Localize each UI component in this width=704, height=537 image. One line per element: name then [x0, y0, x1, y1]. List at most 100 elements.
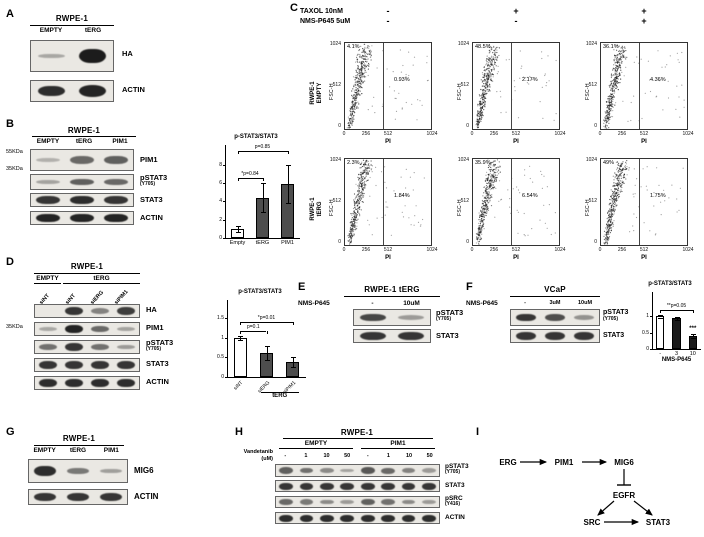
- x-axis-line: [225, 238, 300, 239]
- flow-cell: FSC-H 49% 1.75% PI 1024 512 0 0 256 512 1024: [582, 156, 702, 266]
- x-axis-tick: 0: [342, 247, 346, 253]
- pstat3-ratio-chart: p-STAT3/STAT3 0 0.5 1 - 3 10 *** **p=0.05 NMS-P64…: [636, 281, 704, 365]
- y-tick-mark: [223, 238, 225, 239]
- y-tick-mark: [225, 357, 227, 359]
- band: [545, 332, 565, 340]
- band: [117, 378, 135, 388]
- band: [421, 468, 436, 473]
- gate-left-percentage: 2.3%: [347, 160, 360, 166]
- dose-label: -: [524, 300, 526, 306]
- band: [104, 196, 128, 204]
- dose-labels: - 3uM 10uM: [510, 300, 600, 306]
- y-axis-tick: 1024: [457, 41, 469, 47]
- y-tick-mark: [223, 164, 225, 166]
- band: [70, 195, 94, 205]
- panel-d: D RWPE-1 EMPTY tERG siNT siNT siERG siPI…: [6, 256, 312, 406]
- flow-scatter-plot: 2.3% 1.84%: [344, 158, 432, 246]
- error-cap: [235, 226, 241, 228]
- gate-line: [510, 43, 512, 129]
- gate-left-percentage: 48.5%: [475, 44, 491, 50]
- bracket-tick: [240, 330, 242, 334]
- gate-line: [382, 43, 384, 129]
- band: [279, 482, 294, 490]
- blot-label-pim1: PIM1: [146, 323, 164, 332]
- x-axis-tick: 0: [470, 131, 474, 137]
- band: [34, 493, 57, 501]
- band: [299, 467, 314, 474]
- y-tick-label: 1: [646, 313, 649, 320]
- band: [299, 514, 314, 522]
- flow-cell: FSC-H 36.1% 4.36% PI 1024 512 0 0 256 512 1024: [582, 40, 702, 150]
- band: [91, 378, 109, 388]
- dose-label: 10: [323, 453, 330, 459]
- row-label-rwpe1-empty: RWPE-1 EMPTY: [310, 81, 323, 105]
- band: [65, 378, 83, 388]
- band: [70, 156, 94, 164]
- blot-stat3: [353, 329, 431, 343]
- x-axis-label: NMS-P645: [661, 357, 692, 363]
- error-bar: [262, 183, 264, 213]
- error-cap: [285, 164, 291, 166]
- y-tick-label: 2: [219, 216, 222, 223]
- x-axis-tick: 1024: [426, 131, 438, 137]
- y-axis-tick: 0: [338, 123, 341, 129]
- error-bar: [660, 314, 662, 318]
- error-cap: [238, 335, 244, 337]
- dose-label: 50: [344, 453, 351, 459]
- blot-label-pstat3: pSTAT3 (Y705): [603, 309, 629, 322]
- band: [360, 498, 375, 506]
- lane-label: EMPTY: [39, 27, 63, 34]
- significance-bracket: [240, 330, 267, 332]
- scatter-dots: [346, 43, 429, 129]
- blot-pstat3: [353, 309, 431, 326]
- y-tick-label: 0: [646, 346, 649, 352]
- x-axis-tick: 256: [361, 131, 371, 137]
- lane-label: tERG: [69, 447, 87, 454]
- x-tick-label: -: [659, 351, 662, 357]
- blot-label-ha: HA: [146, 305, 157, 314]
- x-axis-tick: 512: [639, 131, 649, 137]
- band: [39, 361, 57, 369]
- panel-d-label: D: [6, 256, 14, 268]
- band: [340, 482, 355, 490]
- x-axis-tick: 1024: [554, 247, 566, 253]
- significance-bracket: [240, 321, 293, 323]
- chart-title: p-STAT3/STAT3: [648, 281, 692, 287]
- band: [340, 468, 355, 473]
- x-tick-label: tERG: [255, 240, 270, 246]
- panel-g-label: G: [6, 426, 15, 438]
- error-cap: [264, 359, 270, 361]
- x-axis-tick: 0: [598, 247, 602, 253]
- mw-marker-55: 55KDa: [6, 149, 23, 155]
- error-cap: [264, 345, 270, 347]
- blot-actin: [34, 376, 140, 390]
- dose-label: 10: [406, 453, 413, 459]
- blot-actin: [275, 512, 440, 524]
- band: [65, 307, 83, 315]
- gate-line: [638, 159, 640, 245]
- bar--: [656, 316, 665, 349]
- nmsp645-sign: -: [514, 16, 518, 26]
- blot-pstat3: [275, 464, 440, 477]
- panel-i-label: I: [476, 426, 480, 438]
- error-cap: [658, 317, 664, 319]
- significance-stars: ***: [689, 326, 697, 333]
- blot-label-pim1: PIM1: [140, 155, 158, 164]
- blot-label-ha: HA: [122, 49, 133, 58]
- band: [320, 499, 334, 505]
- panel-a-label: A: [6, 8, 14, 20]
- y-axis-tick: 0: [466, 123, 469, 129]
- blot-label-pstat3: pSTAT3 (Y705): [445, 463, 469, 476]
- gate-left-percentage: 49%: [603, 160, 615, 166]
- y-axis-line: [225, 145, 226, 239]
- blot-label-pstat3: pSTAT3 (Y705): [436, 308, 464, 323]
- band: [36, 158, 60, 162]
- chart-title: p-STAT3/STAT3: [238, 289, 282, 295]
- cell-line-title: RWPE-1: [62, 434, 96, 443]
- y-tick-label: 6: [219, 180, 222, 187]
- y-tick-label: 0: [219, 235, 222, 241]
- band: [515, 332, 536, 340]
- band: [117, 344, 135, 350]
- error-cap: [658, 314, 664, 316]
- band: [360, 467, 375, 474]
